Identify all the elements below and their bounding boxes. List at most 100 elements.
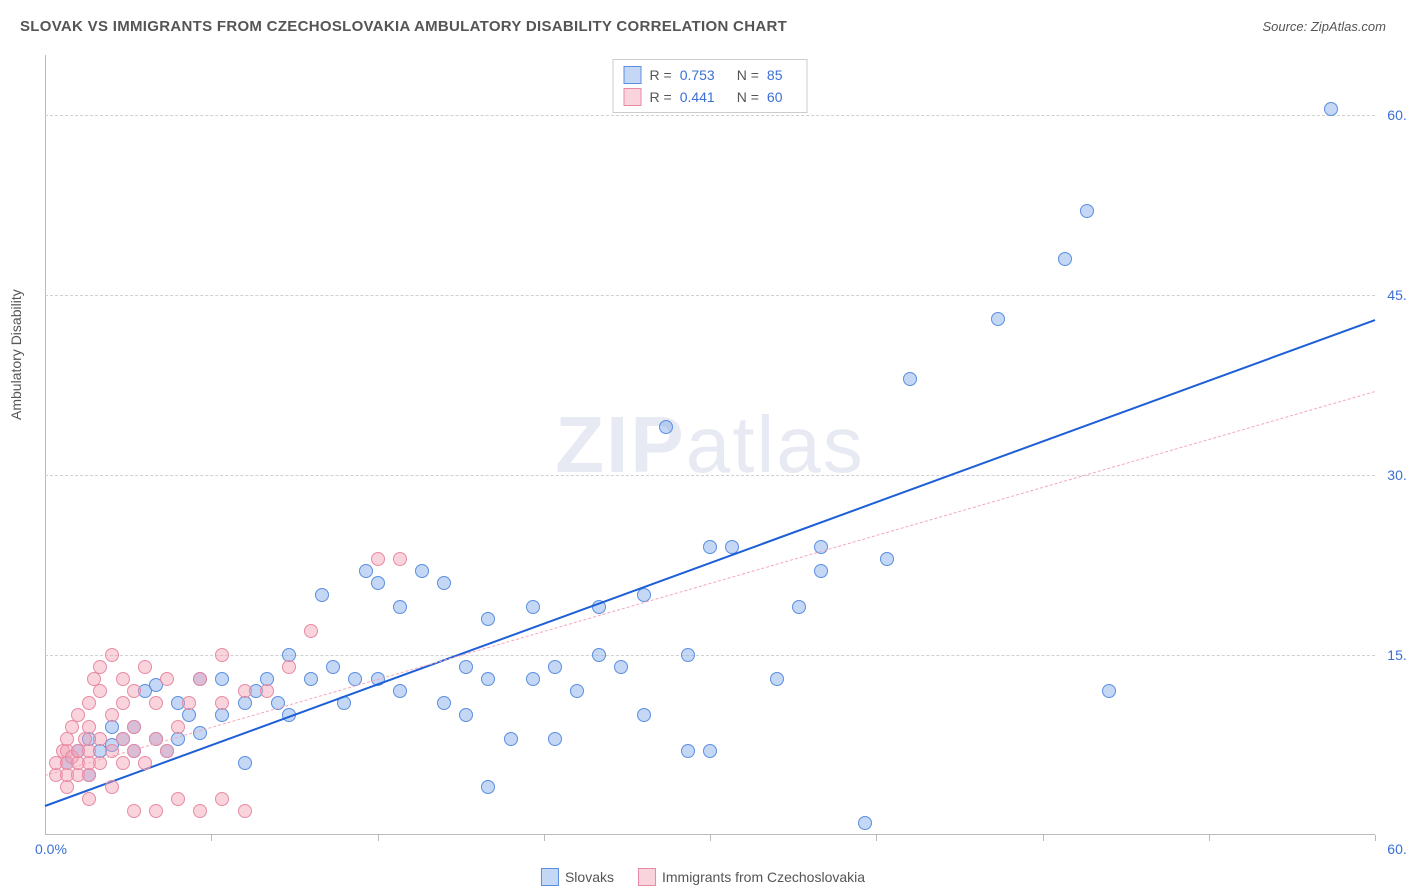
data-point xyxy=(116,732,130,746)
data-point xyxy=(1324,102,1338,116)
data-point xyxy=(858,816,872,830)
data-point xyxy=(703,744,717,758)
data-point xyxy=(105,780,119,794)
data-point xyxy=(215,648,229,662)
data-point xyxy=(171,720,185,734)
data-point xyxy=(681,744,695,758)
gridline xyxy=(45,655,1375,656)
trend-line xyxy=(45,319,1376,807)
data-point xyxy=(238,696,252,710)
data-point xyxy=(215,672,229,686)
r-value-2: 0.441 xyxy=(680,86,715,108)
data-point xyxy=(371,552,385,566)
data-point xyxy=(127,804,141,818)
data-point xyxy=(459,708,473,722)
r-value-1: 0.753 xyxy=(680,64,715,86)
y-axis-label: Ambulatory Disability xyxy=(8,289,24,420)
data-point xyxy=(570,684,584,698)
bottom-legend: Slovaks Immigrants from Czechoslovakia xyxy=(541,868,865,886)
data-point xyxy=(116,672,130,686)
data-point xyxy=(282,660,296,674)
data-point xyxy=(93,684,107,698)
data-point xyxy=(592,648,606,662)
stats-row-1: R = 0.753 N = 85 xyxy=(624,64,797,86)
data-point xyxy=(238,756,252,770)
data-point xyxy=(659,420,673,434)
watermark: ZIPatlas xyxy=(555,399,864,491)
data-point xyxy=(127,720,141,734)
n-value-1: 85 xyxy=(767,64,783,86)
xtick xyxy=(1209,835,1210,841)
data-point xyxy=(105,708,119,722)
data-point xyxy=(82,696,96,710)
data-point xyxy=(548,660,562,674)
data-point xyxy=(105,648,119,662)
legend-swatch-blue-icon xyxy=(541,868,559,886)
data-point xyxy=(215,708,229,722)
data-point xyxy=(1102,684,1116,698)
data-point xyxy=(504,732,518,746)
trend-line xyxy=(45,391,1375,776)
data-point xyxy=(814,564,828,578)
data-point xyxy=(238,804,252,818)
data-point xyxy=(548,732,562,746)
data-point xyxy=(149,804,163,818)
data-point xyxy=(481,780,495,794)
gridline xyxy=(45,295,1375,296)
swatch-blue-icon xyxy=(624,66,642,84)
data-point xyxy=(991,312,1005,326)
data-point xyxy=(459,660,473,674)
data-point xyxy=(304,624,318,638)
data-point xyxy=(182,708,196,722)
gridline xyxy=(45,115,1375,116)
xtick xyxy=(1375,835,1376,841)
data-point xyxy=(60,732,74,746)
data-point xyxy=(215,696,229,710)
data-point xyxy=(1080,204,1094,218)
data-point xyxy=(82,744,96,758)
data-point xyxy=(437,696,451,710)
ytick-label: 60.0% xyxy=(1387,107,1406,123)
source-prefix: Source: xyxy=(1262,19,1310,34)
data-point xyxy=(127,684,141,698)
data-point xyxy=(526,672,540,686)
xtick xyxy=(211,835,212,841)
data-point xyxy=(182,696,196,710)
data-point xyxy=(138,660,152,674)
data-point xyxy=(393,600,407,614)
data-point xyxy=(371,576,385,590)
data-point xyxy=(703,540,717,554)
data-point xyxy=(116,696,130,710)
data-point xyxy=(116,756,130,770)
data-point xyxy=(193,804,207,818)
data-point xyxy=(637,708,651,722)
legend-item-2: Immigrants from Czechoslovakia xyxy=(638,868,865,886)
data-point xyxy=(481,612,495,626)
r-label-2: R = xyxy=(650,86,672,108)
xtick xyxy=(876,835,877,841)
data-point xyxy=(149,696,163,710)
data-point xyxy=(65,720,79,734)
data-point xyxy=(160,744,174,758)
data-point xyxy=(60,780,74,794)
x-origin-label: 0.0% xyxy=(35,841,67,857)
data-point xyxy=(770,672,784,686)
xtick xyxy=(1043,835,1044,841)
data-point xyxy=(880,552,894,566)
data-point xyxy=(326,660,340,674)
chart-source: Source: ZipAtlas.com xyxy=(1262,19,1386,34)
plot-area: ZIPatlas R = 0.753 N = 85 R = 0.441 N = … xyxy=(45,55,1375,835)
n-value-2: 60 xyxy=(767,86,783,108)
n-label: N = xyxy=(737,64,759,86)
data-point xyxy=(304,672,318,686)
chart-title: SLOVAK VS IMMIGRANTS FROM CZECHOSLOVAKIA… xyxy=(20,18,787,35)
data-point xyxy=(105,720,119,734)
data-point xyxy=(171,792,185,806)
data-point xyxy=(193,672,207,686)
chart-header: SLOVAK VS IMMIGRANTS FROM CZECHOSLOVAKIA… xyxy=(20,18,1386,35)
data-point xyxy=(82,720,96,734)
data-point xyxy=(160,672,174,686)
data-point xyxy=(437,576,451,590)
data-point xyxy=(138,756,152,770)
legend-swatch-pink-icon xyxy=(638,868,656,886)
